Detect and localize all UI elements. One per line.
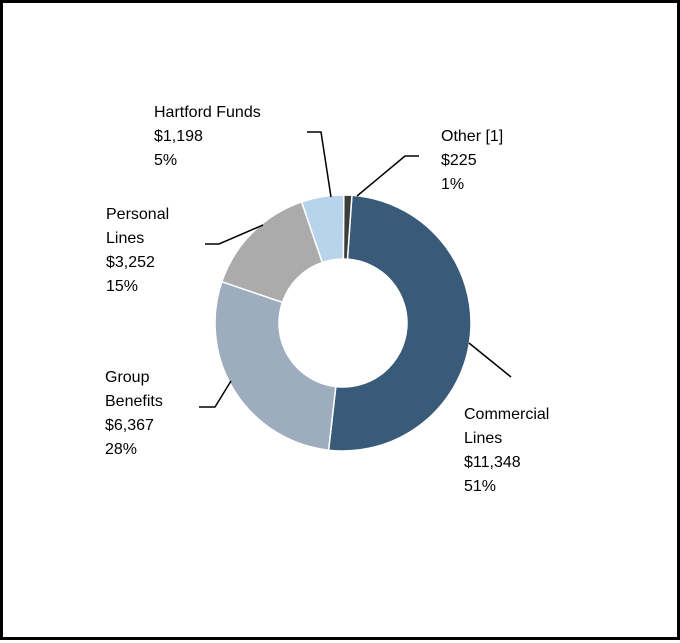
data-label-group-benefits: Group Benefits $6,367 28% [105,369,163,458]
data-label-other: Other [1] $225 1% [441,128,503,193]
slice-group-benefits [214,280,337,452]
leader-line-personal-lines [205,224,264,245]
leader-line-other [356,155,419,197]
leader-line-hartford-funds [307,131,332,198]
leader-line-group-benefits [199,380,232,408]
leader-line-commercial-lines [468,342,512,378]
donut-chart: Commercial Lines $11,348 51% Group Benefits $6… [105,104,549,495]
data-label-personal-lines: Personal Lines $3,252 15% [106,206,169,295]
slice-commercial-lines [327,194,472,452]
data-label-hartford-funds: Hartford Funds $1,198 5% [154,104,261,169]
slice-other [342,194,353,260]
data-label-commercial-lines: Commercial Lines $11,348 51% [464,406,549,495]
